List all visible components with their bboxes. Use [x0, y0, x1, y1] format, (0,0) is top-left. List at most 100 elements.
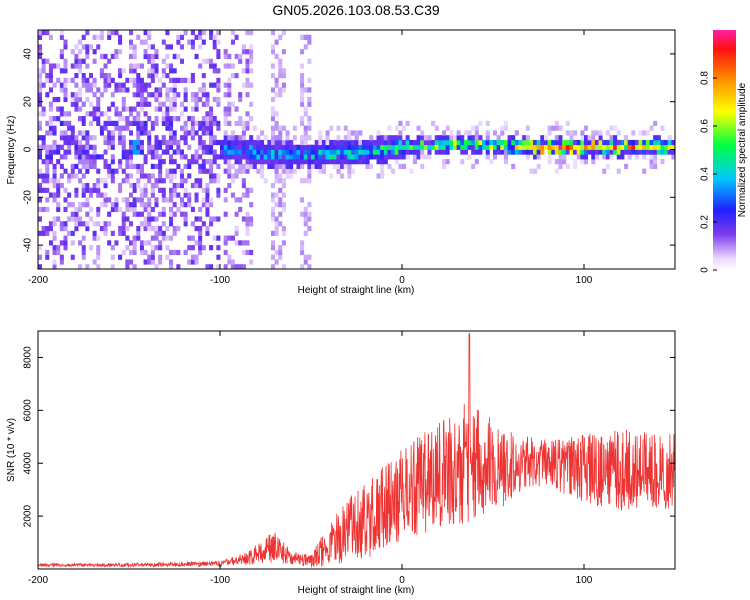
- spectrogram-cell: [274, 159, 279, 165]
- spectrogram-cell: [234, 159, 239, 165]
- spectrogram-cell: [45, 187, 50, 193]
- spectrogram-cell: [307, 135, 312, 141]
- spectrogram-cell: [154, 202, 159, 208]
- spectrogram-cell: [125, 154, 130, 160]
- spectrogram-cell: [260, 144, 265, 150]
- spectrogram-cell: [198, 216, 203, 222]
- spectrogram-cell: [249, 139, 254, 146]
- spectrogram-cell: [270, 130, 275, 136]
- spectrogram-cell: [238, 120, 243, 126]
- spectrogram-cell: [45, 92, 50, 98]
- spectrogram-cell: [321, 149, 326, 155]
- spectrogram-cell: [161, 221, 166, 227]
- spectrogram-cell: [278, 197, 283, 203]
- spectrogram-cell: [584, 159, 589, 165]
- spectrogram-cell: [412, 139, 417, 146]
- spectrogram-cell: [383, 144, 388, 150]
- spectrogram-cell: [85, 135, 90, 141]
- spectrogram-cell: [165, 106, 170, 112]
- spectrogram-cell: [41, 68, 46, 74]
- spectrogram-cell: [336, 139, 341, 146]
- spectrogram-cell: [147, 173, 152, 179]
- spectrogram-cell: [99, 130, 104, 136]
- spectrogram-cell: [183, 135, 188, 141]
- spectrogram-cell: [631, 130, 636, 136]
- spectrogram-cell: [194, 53, 199, 60]
- spectrogram-cell: [351, 149, 356, 155]
- spectrogram-cell: [372, 154, 377, 160]
- spectrogram-cell: [85, 111, 90, 117]
- spectrogram-cell: [241, 216, 246, 222]
- spectrogram-cell: [154, 149, 159, 155]
- spectrogram-cell: [198, 163, 203, 170]
- spectrogram-cell: [172, 106, 177, 112]
- spectrogram-cell: [412, 159, 417, 165]
- spectrogram-cell: [274, 135, 279, 141]
- spectrogram-cell: [223, 235, 228, 241]
- spectrogram-cell: [205, 116, 210, 122]
- spectrogram-cell: [402, 144, 407, 150]
- spectrogram-cell: [169, 211, 174, 217]
- spectrogram-cell: [252, 125, 257, 131]
- spectrogram-cell: [132, 144, 137, 150]
- spectrogram-cell: [48, 125, 53, 131]
- spectrogram-cell: [52, 192, 57, 198]
- spectrogram-cell: [245, 187, 250, 193]
- spectrogram-cell: [107, 77, 112, 83]
- spectrogram-cell: [136, 182, 141, 189]
- spectrogram-cell: [150, 63, 155, 69]
- spectrogram-cell: [533, 139, 538, 146]
- spectrogram-cell: [205, 264, 210, 269]
- spectrogram-cell: [354, 130, 359, 136]
- spectrogram-cell: [307, 77, 312, 83]
- spectrogram-cell: [274, 111, 279, 117]
- spectrogram-cell: [336, 154, 341, 160]
- spectrogram-cell: [103, 149, 108, 155]
- spectrogram-cell: [598, 135, 603, 141]
- spectrogram-cell: [307, 149, 312, 155]
- spectrogram-cell: [289, 168, 294, 174]
- spectrogram-cell: [329, 159, 334, 165]
- spectrogram-cell: [354, 144, 359, 150]
- spectrogram-cell: [500, 139, 505, 146]
- spectrogram-cell: [96, 34, 101, 40]
- spectrogram-cell: [522, 135, 527, 141]
- spectrogram-cell: [103, 77, 108, 83]
- spectrogram-cell: [99, 202, 104, 208]
- spectrogram-cell: [190, 254, 195, 260]
- spectrogram-cell: [449, 139, 454, 146]
- spectrogram-cell: [212, 159, 217, 165]
- spectrogram-cell: [223, 264, 228, 269]
- spectrogram-cell: [165, 120, 170, 126]
- spectrogram-cell: [183, 87, 188, 93]
- spectrogram-cell: [132, 68, 137, 74]
- spectrogram-cell: [107, 73, 112, 79]
- spectrogram-cell: [52, 82, 57, 88]
- spectrogram-cell: [52, 216, 57, 222]
- spectrogram-cell: [307, 264, 312, 269]
- spectrogram-cell: [114, 240, 119, 246]
- spectrogram-cell: [70, 77, 75, 83]
- spectrogram-cell: [620, 139, 625, 146]
- spectrogram-cell: [198, 206, 203, 213]
- spectrogram-cell: [78, 96, 83, 103]
- spectrogram-cell: [234, 230, 239, 236]
- spectrogram-cell: [143, 249, 148, 256]
- spectrogram-cell: [336, 149, 341, 155]
- spectrogram-cell: [263, 178, 268, 184]
- spectrogram-cell: [580, 149, 585, 155]
- spectrogram-cell: [249, 163, 254, 170]
- spectrogram-cell: [223, 168, 228, 174]
- spectrogram-cell: [92, 77, 97, 83]
- spectrogram-cell: [67, 139, 72, 146]
- spectrogram-cell: [96, 254, 101, 260]
- spectrogram-cell: [41, 159, 46, 165]
- spectrogram-cell: [183, 130, 188, 136]
- spectrogram-cell: [96, 101, 101, 107]
- spectrogram-cell: [38, 154, 43, 160]
- spectrogram-cell: [314, 144, 319, 150]
- spectrogram-cell: [554, 149, 559, 155]
- spectrogram-cell: [296, 154, 301, 160]
- spectrogram-cell: [227, 135, 232, 141]
- spectrogram-cell: [63, 130, 68, 136]
